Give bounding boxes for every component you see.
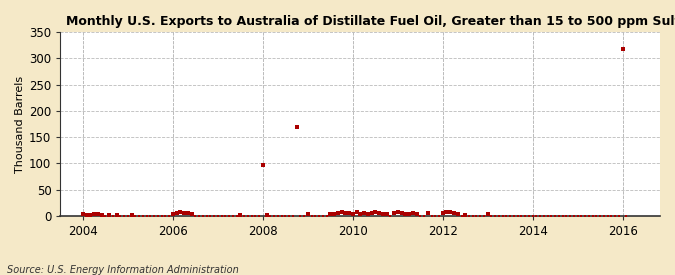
Text: Monthly U.S. Exports to Australia of Distillate Fuel Oil, Greater than 15 to 500: Monthly U.S. Exports to Australia of Dis… — [66, 15, 675, 28]
Y-axis label: Thousand Barrels: Thousand Barrels — [15, 75, 25, 172]
Text: Source: U.S. Energy Information Administration: Source: U.S. Energy Information Administ… — [7, 265, 238, 275]
